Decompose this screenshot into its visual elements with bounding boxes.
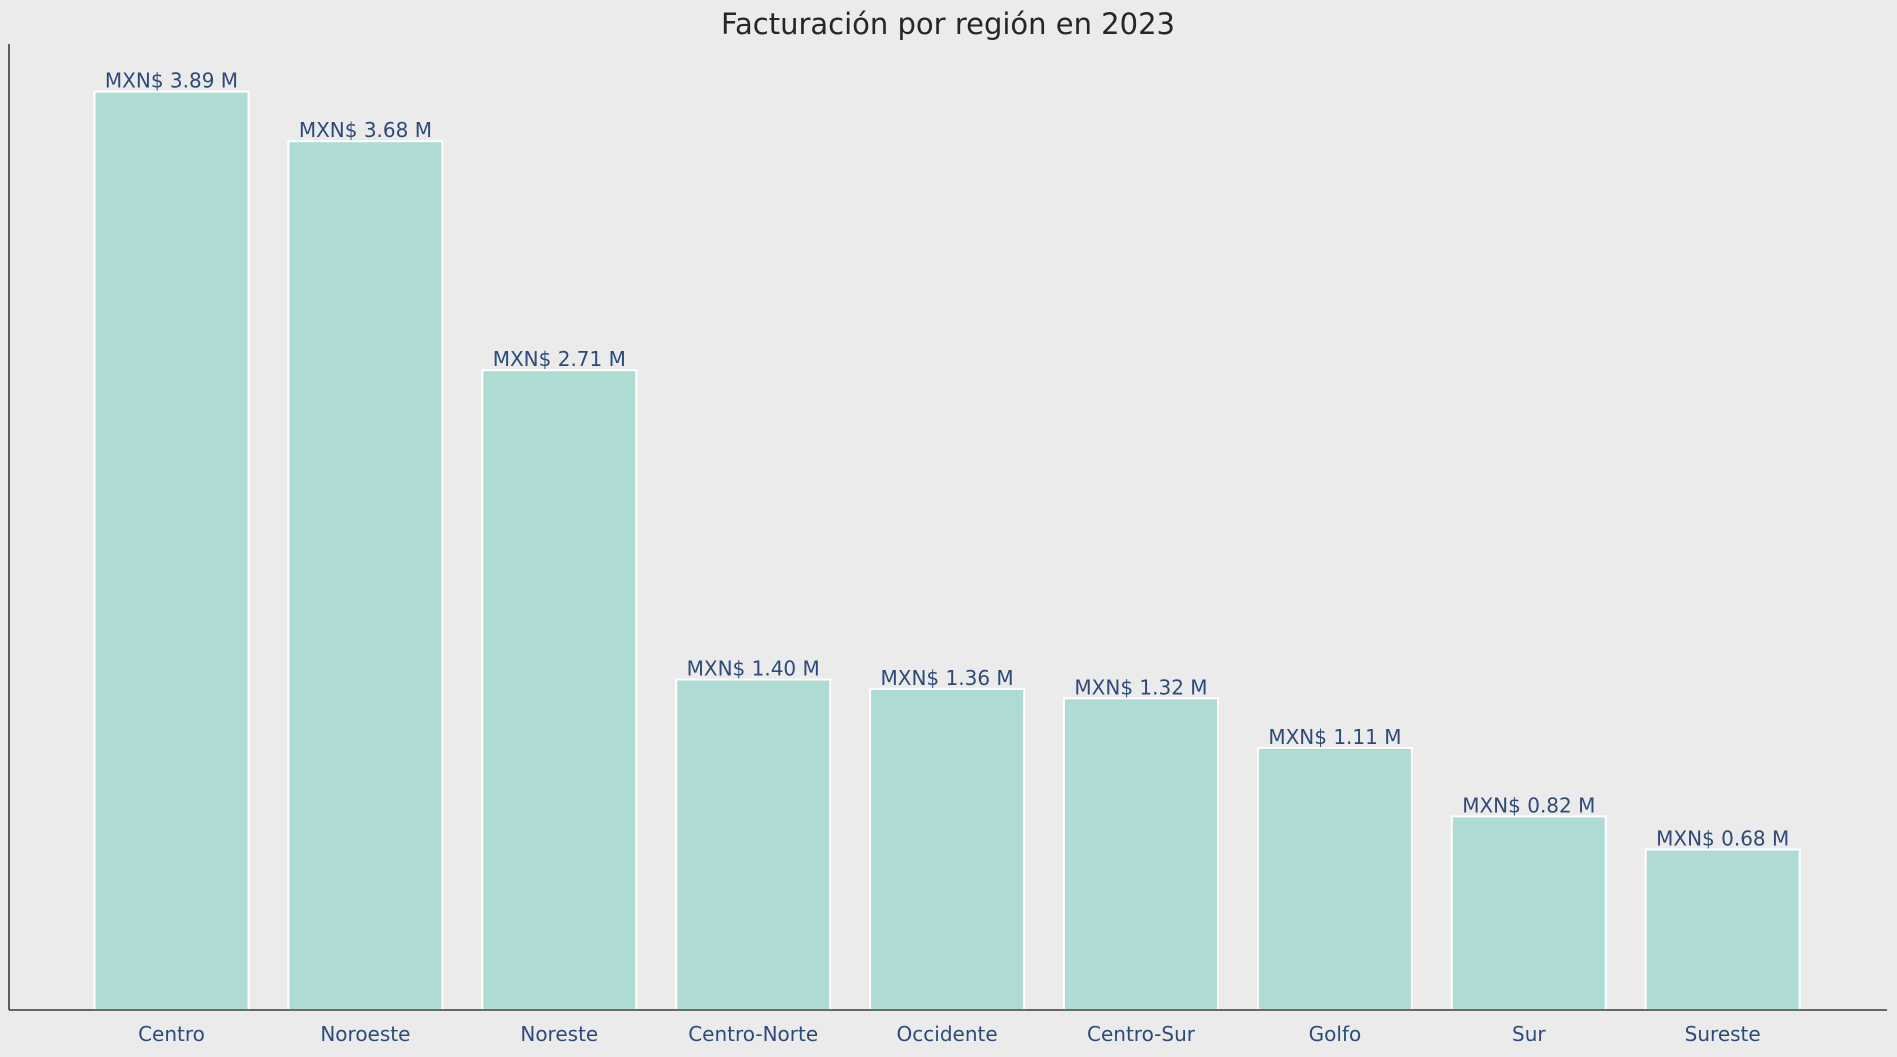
data-label: MXN$ 1.40 M — [687, 657, 820, 681]
bar-noreste — [481, 369, 638, 1011]
x-tick-label: Centro — [138, 1022, 205, 1046]
bar-noroeste — [287, 140, 444, 1011]
data-label: MXN$ 1.32 M — [1074, 675, 1207, 699]
data-label: MXN$ 2.71 M — [493, 347, 626, 371]
x-tick-label: Centro-Sur — [1087, 1022, 1196, 1046]
x-tick-label: Centro-Norte — [688, 1022, 818, 1046]
x-tick-label: Noreste — [520, 1022, 598, 1046]
bar-centro — [93, 90, 250, 1012]
bar-centro-sur — [1063, 697, 1219, 1011]
bar-centro-norte — [675, 678, 832, 1011]
data-labels-group: MXN$ 3.89 M MXN$ 3.68 M MXN$ 2.71 M MXN$ 1.… — [105, 69, 1789, 851]
data-label: MXN$ 0.82 M — [1462, 793, 1595, 817]
data-label: MXN$ 0.68 M — [1656, 827, 1789, 851]
bar-sureste — [1644, 848, 1801, 1011]
data-label: MXN$ 3.68 M — [299, 118, 432, 142]
bars-group — [93, 90, 1801, 1012]
bar-sur — [1450, 815, 1607, 1012]
data-label: MXN$ 1.11 M — [1268, 725, 1401, 749]
chart-title: Facturación por región en 2023 — [721, 7, 1175, 41]
bar-occidente — [869, 687, 1026, 1012]
bar-golfo — [1256, 746, 1413, 1012]
x-tick-label: Golfo — [1309, 1022, 1362, 1046]
x-tick-label: Occidente — [897, 1022, 998, 1046]
data-label: MXN$ 3.89 M — [105, 69, 238, 93]
x-tick-labels-group: Centro Noroeste Noreste Centro-Norte Occiden… — [138, 1022, 1761, 1046]
x-tick-label: Noroeste — [320, 1022, 410, 1046]
x-tick-label: Sur — [1512, 1022, 1546, 1046]
x-tick-label: Sureste — [1685, 1022, 1761, 1046]
data-label: MXN$ 1.36 M — [881, 666, 1014, 690]
